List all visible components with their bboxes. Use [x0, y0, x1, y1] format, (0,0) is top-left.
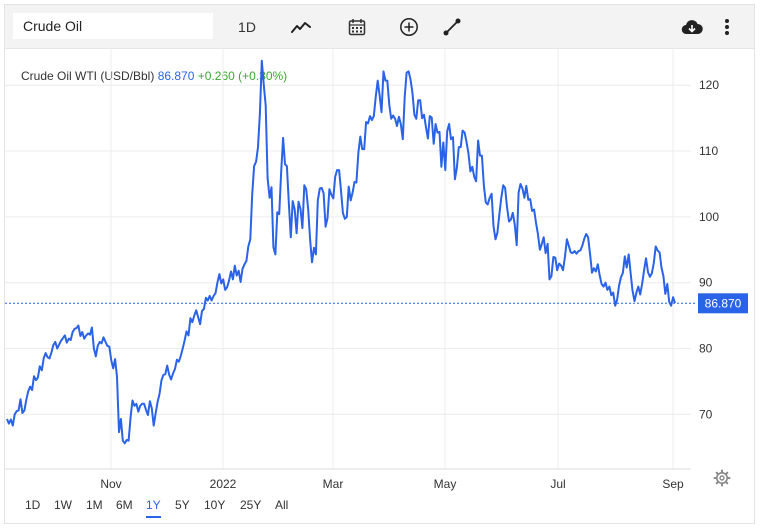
range-button-all[interactable]: All — [275, 498, 289, 512]
settings-gear-icon[interactable] — [713, 469, 731, 487]
range-selector: 1D 1W 1M 6M 1Y 5Y 10Y 25Y All — [5, 492, 754, 522]
more-vertical-icon[interactable] — [719, 13, 735, 41]
range-button-1y[interactable]: 1Y — [146, 498, 161, 518]
y-tick-label: 90 — [699, 276, 713, 290]
range-button-10y[interactable]: 10Y — [204, 498, 226, 512]
range-button-5y[interactable]: 5Y — [175, 498, 190, 512]
range-button-25y[interactable]: 25Y — [240, 498, 262, 512]
y-tick-label: 120 — [699, 78, 719, 92]
y-tick-label: 70 — [699, 407, 713, 421]
y-tick-label: 110 — [699, 144, 718, 158]
chart-widget: Crude Oil 1D — [4, 4, 755, 524]
current-price-badge: 86.870 — [698, 293, 748, 314]
range-button-1m[interactable]: 1M — [86, 498, 103, 512]
toolbar: Crude Oil 1D — [5, 5, 754, 49]
x-tick-label: May — [434, 477, 457, 491]
chart-area: Crude Oil WTI (USD/Bbl) 86.870 +0.260 (+… — [5, 49, 754, 491]
x-tick-label: Sep — [662, 477, 684, 491]
interval-button[interactable]: 1D — [238, 19, 256, 35]
current-price-label: 86.870 — [705, 296, 742, 310]
price-change: +0.260 — [197, 69, 235, 83]
download-cloud-icon[interactable] — [679, 13, 705, 41]
search-input[interactable]: Crude Oil — [13, 13, 213, 39]
line-chart-icon[interactable] — [289, 13, 313, 41]
x-tick-label: Mar — [323, 477, 344, 491]
last-price: 86.870 — [157, 69, 195, 83]
y-tick-label: 80 — [699, 342, 713, 356]
y-tick-label: 100 — [699, 210, 719, 224]
range-button-1w[interactable]: 1W — [54, 498, 72, 512]
price-chart[interactable]: 70 80 90 100 110 120 Nov 2022 Mar May Jul Sep 86.87… — [5, 49, 756, 491]
range-button-6m[interactable]: 6M — [116, 498, 133, 512]
plus-circle-icon[interactable] — [397, 13, 421, 41]
calendar-icon[interactable] — [345, 13, 369, 41]
draw-line-icon[interactable] — [440, 13, 464, 41]
x-tick-label: Nov — [100, 477, 121, 491]
range-button-1d[interactable]: 1D — [25, 498, 41, 512]
price-series-line — [6, 59, 676, 445]
x-tick-label: 2022 — [210, 477, 237, 491]
x-tick-label: Jul — [550, 477, 565, 491]
instrument-name: Crude Oil WTI (USD/Bbl) — [21, 69, 155, 83]
